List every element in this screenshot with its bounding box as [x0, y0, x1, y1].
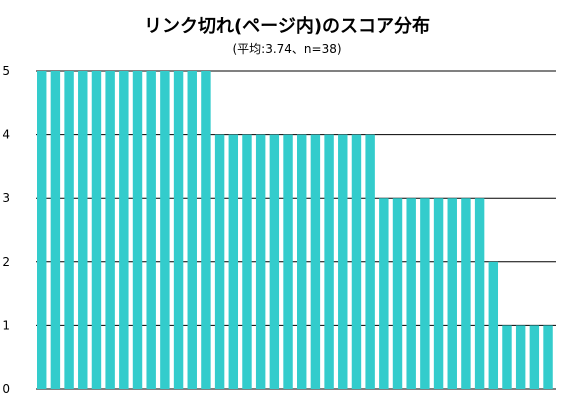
bar: [433, 198, 444, 389]
y-tick-label: 1: [2, 318, 10, 332]
bar: [228, 134, 239, 389]
bar: [50, 71, 61, 389]
bar: [406, 198, 416, 389]
bar: [173, 71, 184, 389]
bar: [502, 325, 512, 389]
bar: [488, 261, 499, 389]
chart-subtitle: (平均:3.74、n=38): [232, 42, 342, 56]
bar: [365, 134, 375, 389]
bar: [242, 134, 252, 389]
bar: [461, 198, 471, 389]
bar: [187, 71, 197, 389]
bar: [78, 71, 88, 389]
bar: [447, 198, 457, 389]
bar: [119, 71, 129, 389]
bar: [105, 71, 115, 389]
y-tick-label: 5: [2, 64, 10, 78]
bar: [392, 198, 403, 389]
bar: [515, 325, 526, 389]
chart-title: リンク切れ(ページ内)のスコア分布: [143, 16, 431, 37]
bar: [543, 325, 553, 389]
bar: [214, 134, 225, 389]
bar: [255, 134, 266, 389]
bar: [324, 134, 334, 389]
bar: [91, 71, 102, 389]
bar: [201, 71, 211, 389]
bar: [338, 134, 348, 389]
bars: [37, 71, 553, 389]
bar: [379, 198, 389, 389]
y-tick-label: 3: [2, 191, 10, 205]
bar: [132, 71, 143, 389]
bar: [283, 134, 293, 389]
bar: [310, 134, 321, 389]
y-tick-label: 0: [2, 382, 10, 396]
y-tick-label: 4: [2, 128, 10, 142]
bar: [297, 134, 307, 389]
bar: [160, 71, 170, 389]
bar: [474, 198, 485, 389]
bar: [529, 325, 540, 389]
y-axis: 0 1 2 3 4 5: [2, 64, 10, 396]
bar: [64, 71, 74, 389]
bar: [420, 198, 430, 389]
bar: [37, 71, 47, 389]
y-tick-label: 2: [2, 255, 10, 269]
bar: [351, 134, 362, 389]
bar: [269, 134, 280, 389]
bar: [146, 71, 156, 389]
